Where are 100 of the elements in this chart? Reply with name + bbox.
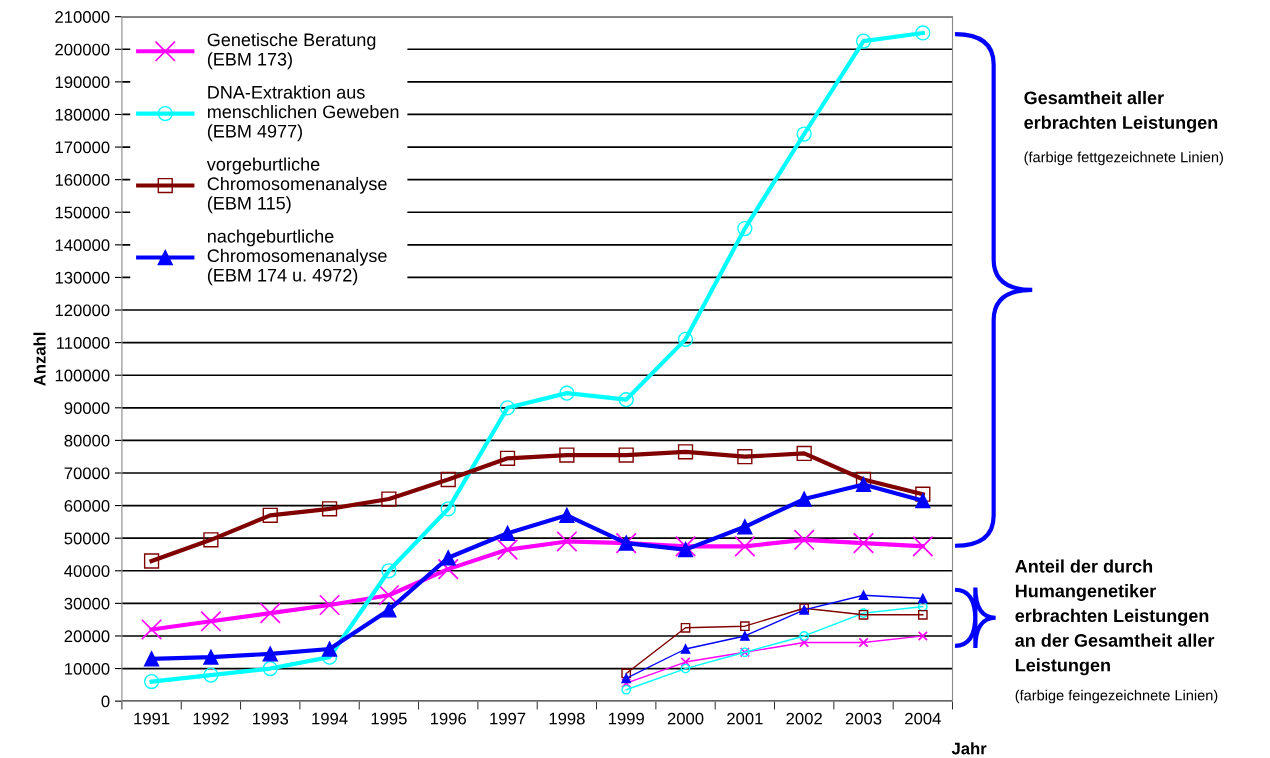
point bbox=[917, 593, 928, 604]
point bbox=[680, 663, 691, 674]
point bbox=[499, 525, 516, 541]
point bbox=[440, 471, 456, 488]
point bbox=[203, 667, 219, 683]
point bbox=[855, 476, 872, 493]
point bbox=[915, 25, 931, 41]
x-tick-label: 1994 bbox=[312, 712, 348, 725]
point bbox=[737, 519, 753, 535]
point bbox=[319, 594, 341, 616]
point bbox=[677, 444, 694, 460]
point bbox=[621, 684, 632, 695]
x-tick-label: 2002 bbox=[786, 712, 822, 725]
point bbox=[141, 618, 163, 641]
point bbox=[796, 491, 812, 507]
point bbox=[321, 641, 338, 657]
y-tick-label: 140000 bbox=[55, 239, 110, 252]
point bbox=[559, 507, 575, 524]
legend-label: vorgeburtliche Chromosomenanalyse (EBM 115) bbox=[206, 157, 387, 214]
point bbox=[621, 668, 632, 679]
point bbox=[143, 553, 160, 569]
y-tick-label: 30000 bbox=[64, 597, 110, 610]
point bbox=[262, 507, 278, 524]
point bbox=[855, 33, 872, 49]
point bbox=[499, 450, 516, 466]
y-tick-label: 180000 bbox=[55, 108, 110, 121]
x-tick-label: 1995 bbox=[371, 712, 407, 725]
point bbox=[381, 602, 397, 618]
point bbox=[912, 535, 934, 557]
y-tick-label: 210000 bbox=[55, 11, 110, 23]
point bbox=[440, 550, 456, 566]
point bbox=[680, 622, 691, 633]
y-tick-label: 80000 bbox=[64, 434, 110, 447]
x-tick-label: 1992 bbox=[193, 712, 229, 725]
point bbox=[381, 491, 397, 507]
point bbox=[203, 649, 219, 665]
point bbox=[496, 539, 519, 561]
y-tick-label: 40000 bbox=[64, 565, 110, 577]
legend-label: DNA-Extraktion aus menschlichen Geweben (EBM 4977) bbox=[207, 85, 399, 142]
point bbox=[203, 532, 219, 548]
y-tick-label: 20000 bbox=[64, 630, 110, 643]
point bbox=[734, 535, 756, 557]
x-tick-label: 2004 bbox=[905, 712, 941, 725]
x-tick-label: 1998 bbox=[549, 712, 585, 725]
point bbox=[621, 678, 632, 689]
y-tick-label: 120000 bbox=[55, 304, 110, 317]
point bbox=[858, 590, 869, 601]
point bbox=[321, 501, 338, 517]
text: (farbige feingezeichnete Linien) bbox=[1015, 689, 1218, 704]
point bbox=[378, 584, 400, 606]
x-tick-label: 2003 bbox=[845, 712, 882, 725]
y-tick-label: 100000 bbox=[55, 369, 110, 382]
y-tick-label: 10000 bbox=[65, 662, 110, 675]
point bbox=[618, 392, 634, 408]
point bbox=[262, 646, 278, 662]
y-tick-label: 60000 bbox=[64, 499, 110, 512]
y-tick-label: 160000 bbox=[55, 174, 110, 186]
x-axis-title: Jahr bbox=[951, 742, 987, 755]
point bbox=[677, 541, 694, 558]
point bbox=[917, 609, 928, 620]
y-tick-label: 170000 bbox=[55, 141, 110, 154]
point bbox=[799, 637, 810, 648]
y-tick-label: 110000 bbox=[57, 337, 110, 349]
y-tick-label: 200000 bbox=[55, 43, 110, 56]
point bbox=[559, 385, 575, 401]
y-axis-title: Anzahl bbox=[33, 332, 46, 386]
y-tick-label: 70000 bbox=[64, 467, 110, 480]
y-tick-label: 50000 bbox=[64, 532, 110, 545]
point bbox=[559, 447, 575, 463]
y-tick-label: 90000 bbox=[64, 402, 110, 415]
point bbox=[737, 449, 753, 465]
x-tick-label: 1997 bbox=[490, 712, 526, 725]
point bbox=[381, 563, 397, 579]
point bbox=[621, 673, 632, 684]
x-tick-label: 1996 bbox=[430, 712, 467, 725]
point bbox=[143, 673, 160, 690]
point bbox=[677, 331, 694, 347]
x-tick-label: 2000 bbox=[667, 712, 704, 725]
legend-label: nachgeburtliche Chromosomenanalyse (EBM 174 u. 4972) bbox=[207, 229, 387, 286]
point bbox=[915, 493, 931, 509]
x-tick-label: 2001 bbox=[727, 712, 763, 725]
point bbox=[796, 445, 812, 462]
point bbox=[917, 630, 928, 641]
legend-label: Genetische Beratung (EBM 173) bbox=[207, 32, 376, 70]
text: Gesamtheit aller erbrachten Leistungen bbox=[1024, 90, 1218, 133]
point bbox=[262, 660, 278, 677]
point bbox=[915, 486, 931, 502]
y-tick-label: 150000 bbox=[55, 206, 110, 219]
point bbox=[737, 220, 753, 237]
point bbox=[674, 535, 697, 557]
point bbox=[440, 501, 456, 517]
x-tick-label: 1991 bbox=[134, 712, 170, 725]
y-tick-label: 0 bbox=[101, 695, 110, 708]
point bbox=[680, 657, 691, 668]
point bbox=[680, 644, 691, 654]
point bbox=[618, 447, 634, 463]
text: (farbige fettgezeichnete Linien) bbox=[1024, 151, 1223, 166]
x-tick-label: 1999 bbox=[608, 712, 644, 725]
point bbox=[200, 610, 222, 632]
point bbox=[143, 651, 160, 667]
